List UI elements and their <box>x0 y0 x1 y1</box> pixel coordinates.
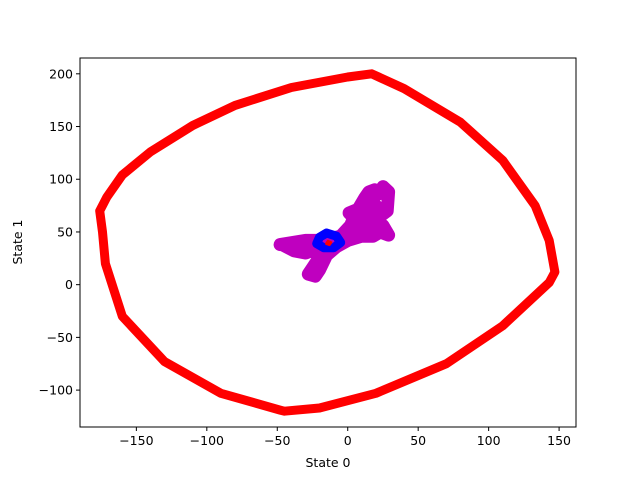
y-axis: −100 −50 0 50 100 150 200 <box>39 66 80 398</box>
y-tick-label: −100 <box>39 383 73 398</box>
x-tick-label: 150 <box>547 433 571 448</box>
x-tick-label: −150 <box>119 433 153 448</box>
plot-frame <box>79 57 577 428</box>
y-tick-label: −50 <box>47 330 73 345</box>
x-tick-label: −100 <box>190 433 224 448</box>
trajectory-series-1 <box>273 180 396 283</box>
y-tick-label: 200 <box>49 66 73 81</box>
x-axis: −150 −100 −50 0 50 100 150 <box>119 427 571 448</box>
plot-marks <box>95 69 560 416</box>
y-tick-label: 0 <box>65 277 73 292</box>
x-axis-label: State 0 <box>305 455 350 470</box>
trajectory-series-0 <box>95 69 560 416</box>
x-tick-label: −50 <box>264 433 290 448</box>
y-tick-label: 50 <box>57 224 73 239</box>
trajectory-series-3 <box>325 239 333 247</box>
y-axis-label: State 1 <box>10 219 25 264</box>
trajectory-series-2 <box>312 228 346 253</box>
x-tick-label: 0 <box>344 433 352 448</box>
y-tick-label: 150 <box>49 119 73 134</box>
x-tick-label: 50 <box>410 433 426 448</box>
x-tick-label: 100 <box>477 433 501 448</box>
y-tick-label: 100 <box>49 172 73 187</box>
